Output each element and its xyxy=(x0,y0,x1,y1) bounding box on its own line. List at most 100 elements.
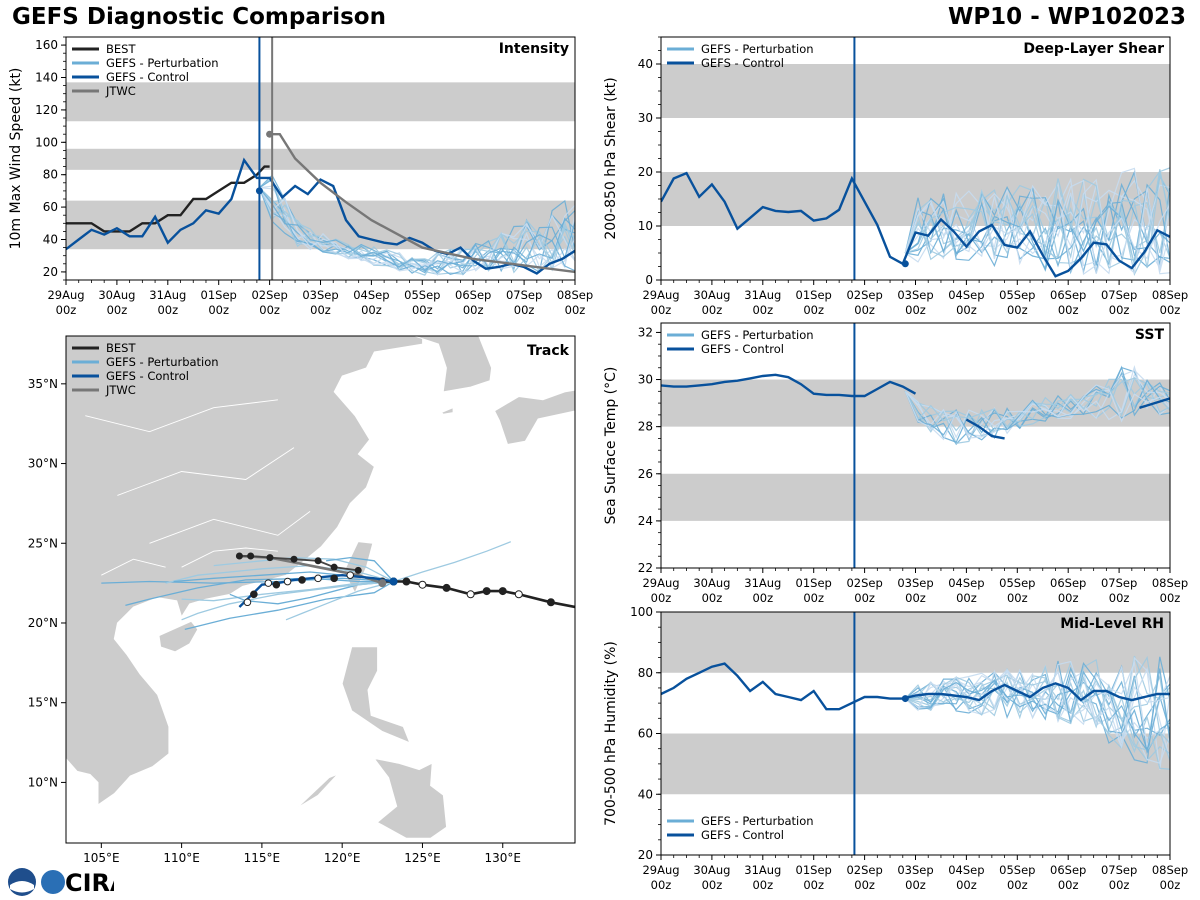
shear-xtick-sublabel: 00z xyxy=(956,303,977,317)
sst-xtick-sublabel: 00z xyxy=(854,591,875,605)
sst-xtick-label: 06Sep xyxy=(1050,576,1086,590)
intensity-xtick-sublabel: 00z xyxy=(463,303,484,317)
sst-xtick-sublabel: 00z xyxy=(803,591,824,605)
intensity-ytick-label: 40 xyxy=(43,233,58,247)
track-best-point xyxy=(482,587,491,596)
intensity-ensemble-member xyxy=(258,187,575,275)
sst-xtick-label: 01Sep xyxy=(796,576,832,590)
sst-series-control xyxy=(965,418,1005,440)
rh-xtick-label: 30Aug xyxy=(693,863,730,877)
sst-xtick-sublabel: 00z xyxy=(1007,591,1028,605)
track-legend-label: JTWC xyxy=(105,383,136,397)
track-perturbation xyxy=(213,556,394,583)
rh-ytick-label: 80 xyxy=(638,666,653,680)
sst-plot-area xyxy=(661,365,1170,521)
rh-xtick-label: 06Sep xyxy=(1050,863,1086,877)
track-control-point xyxy=(298,576,306,584)
shear-xtick-sublabel: 00z xyxy=(752,303,773,317)
intensity-ytick-label: 20 xyxy=(43,265,58,279)
rh-xtick-label: 03Sep xyxy=(897,863,933,877)
rh-xtick-sublabel: 00z xyxy=(752,878,773,892)
track-control-point xyxy=(250,590,258,599)
rh-xtick-sublabel: 00z xyxy=(1058,878,1079,892)
shear-legend-label: GEFS - Control xyxy=(701,56,784,70)
land-mass xyxy=(341,646,411,744)
rh-plot-area xyxy=(661,612,1170,795)
intensity-series-best xyxy=(66,165,270,233)
rh-ytick-label: 20 xyxy=(638,848,653,862)
intensity-ytick-label: 120 xyxy=(35,103,58,117)
intensity-legend-label: GEFS - Perturbation xyxy=(106,56,219,70)
rh-xtick-label: 08Sep xyxy=(1152,863,1188,877)
land-mass xyxy=(440,407,454,415)
rh-band-1 xyxy=(661,612,1170,673)
sst-ytick-label: 22 xyxy=(638,561,653,575)
rh-ylabel: 700-500 hPa Humidity (%) xyxy=(603,641,619,826)
track-jtwc-point xyxy=(314,557,322,565)
rh-xtick-sublabel: 00z xyxy=(1007,878,1028,892)
intensity-marker-jtwc xyxy=(266,130,274,138)
track-best xyxy=(382,580,575,609)
track-legend-label: GEFS - Perturbation xyxy=(106,355,219,369)
shear-band-1 xyxy=(661,64,1170,118)
track-xtick-label: 125°E xyxy=(404,851,441,865)
shear-xtick-sublabel: 00z xyxy=(1007,303,1028,317)
sst-xtick-label: 30Aug xyxy=(693,576,730,590)
sst-ytick-label: 32 xyxy=(638,325,653,339)
province-border xyxy=(117,447,295,496)
rh-xtick-label: 04Sep xyxy=(948,863,984,877)
rh-xtick-sublabel: 00z xyxy=(651,878,672,892)
intensity-xtick-label: 07Sep xyxy=(506,288,542,302)
noaa-wave-icon xyxy=(10,881,34,893)
track-jtwc-point xyxy=(290,555,298,563)
shear-legend-label: GEFS - Perturbation xyxy=(701,42,814,56)
track-legend-label: GEFS - Control xyxy=(106,369,189,383)
panel-sst: 22242628303229Aug00z30Aug00z31Aug00z01Se… xyxy=(603,322,1188,605)
shear-xtick-label: 06Sep xyxy=(1050,288,1086,302)
intensity-band-2 xyxy=(66,82,575,122)
rh-xtick-sublabel: 00z xyxy=(1160,878,1181,892)
shear-xtick-sublabel: 00z xyxy=(651,303,672,317)
track-jtwc-point xyxy=(266,554,274,562)
rh-xtick-sublabel: 00z xyxy=(1109,878,1130,892)
track-perturbation xyxy=(393,541,512,583)
shear-xtick-label: 30Aug xyxy=(693,288,730,302)
sst-xtick-label: 29Aug xyxy=(642,576,679,590)
shear-xtick-sublabel: 00z xyxy=(1109,303,1130,317)
sst-xtick-label: 08Sep xyxy=(1152,576,1188,590)
intensity-xtick-sublabel: 00z xyxy=(208,303,229,317)
sst-xtick-sublabel: 00z xyxy=(905,591,926,605)
shear-ytick-label: 10 xyxy=(638,219,653,233)
shear-xtick-label: 04Sep xyxy=(948,288,984,302)
intensity-xtick-label: 30Aug xyxy=(98,288,135,302)
intensity-xtick-sublabel: 00z xyxy=(56,303,77,317)
land-mass xyxy=(414,336,492,393)
track-jtwc-point xyxy=(354,566,362,574)
intensity-ytick-label: 60 xyxy=(43,200,58,214)
sst-ylabel: Sea Surface Temp (°C) xyxy=(603,367,619,525)
sst-ensemble-member xyxy=(904,376,1170,437)
track-legend-label: BEST xyxy=(106,341,136,355)
track-perturbation xyxy=(165,564,394,584)
shear-xtick-label: 01Sep xyxy=(796,288,832,302)
rh-ensemble-member xyxy=(904,668,1170,743)
shear-ytick-label: 30 xyxy=(638,111,653,125)
intensity-ensemble-member xyxy=(258,187,575,271)
rh-legend-label: GEFS - Control xyxy=(701,828,784,842)
shear-ytick-label: 0 xyxy=(645,273,653,287)
sst-xtick-label: 04Sep xyxy=(948,576,984,590)
shear-ensemble-member xyxy=(904,169,1170,265)
track-perturbation xyxy=(181,580,394,602)
sst-ytick-label: 30 xyxy=(638,373,653,387)
track-map-area xyxy=(66,336,575,839)
intensity-xtick-sublabel: 00z xyxy=(157,303,178,317)
rh-xtick-label: 07Sep xyxy=(1101,863,1137,877)
track-jtwc-point xyxy=(247,552,255,560)
intensity-xtick-label: 08Sep xyxy=(557,288,593,302)
track-frame xyxy=(65,335,576,844)
intensity-xtick-sublabel: 00z xyxy=(310,303,331,317)
rh-xtick-label: 02Sep xyxy=(846,863,882,877)
rh-legend-label: GEFS - Perturbation xyxy=(701,814,814,828)
shear-xtick-label: 29Aug xyxy=(642,288,679,302)
panel-track: 105°E 110°E 115°E 120°E 125°E 130°E 10°N 15°N 20… xyxy=(28,335,576,865)
